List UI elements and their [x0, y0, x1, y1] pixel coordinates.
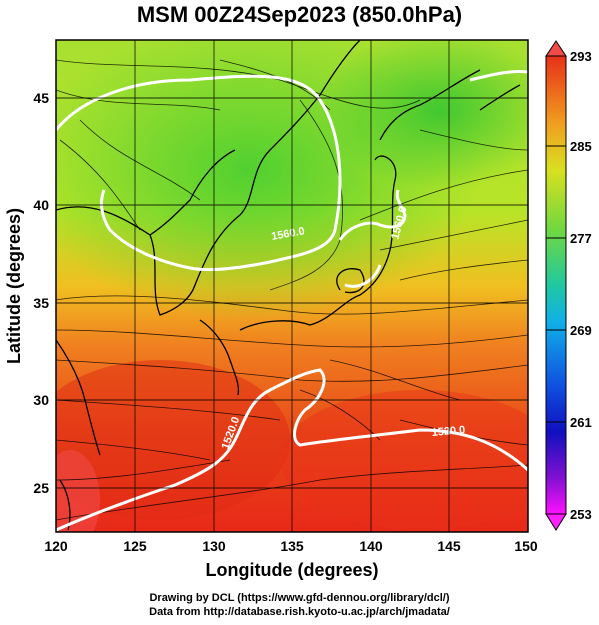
x-tick-label: 120 — [44, 538, 68, 554]
y-axis-label: Latitude (degrees) — [4, 208, 24, 364]
x-tick-label: 150 — [514, 538, 538, 554]
colorbar-bottom-triangle — [545, 513, 567, 531]
x-tick-label: 140 — [359, 538, 383, 554]
map-title: MSM 00Z24Sep2023 (850.0hPa) — [136, 2, 463, 27]
wind-streamlines — [56, 59, 528, 521]
y-tick-labels: 25 30 35 40 45 — [33, 90, 49, 496]
y-tick-label: 30 — [33, 392, 49, 408]
colorbar-tick-label: 277 — [570, 231, 592, 246]
credit-line-data-source: Data from http://database.rish.kyoto-u.a… — [149, 606, 450, 618]
x-tick-label: 125 — [123, 538, 147, 554]
colorbar-tick-label: 253 — [570, 507, 592, 522]
y-tick-label: 45 — [33, 90, 49, 106]
colorbar-tick-label: 293 — [570, 49, 592, 64]
y-tick-label: 40 — [33, 197, 49, 213]
colorbar: 293 285 277 269 261 253 — [545, 40, 592, 531]
colorbar-tick-label: 269 — [570, 323, 592, 338]
height-contours — [56, 70, 528, 532]
x-tick-label: 135 — [280, 538, 304, 554]
colorbar-tick-label: 285 — [570, 139, 592, 154]
contour-label: 1520.0 — [431, 424, 466, 439]
x-tick-label: 145 — [437, 538, 461, 554]
gridlines — [56, 40, 528, 532]
x-tick-label: 130 — [202, 538, 226, 554]
credit-line-dcl: Drawing by DCL (https://www.gfd-dennou.o… — [149, 592, 450, 604]
contour-labels: 1560.0 1560.0 1520.0 1520.0 — [220, 205, 466, 451]
y-tick-label: 35 — [33, 295, 49, 311]
colorbar-tick-label: 261 — [570, 415, 592, 430]
temperature-shading — [56, 40, 528, 532]
colorbar-gradient — [545, 55, 567, 515]
x-axis-label: Longitude (degrees) — [205, 560, 378, 580]
y-tick-label: 25 — [33, 480, 49, 496]
contour-label: 1560.0 — [270, 225, 305, 243]
colorbar-top-triangle — [545, 40, 567, 57]
x-tick-labels: 120 125 130 135 140 145 150 — [44, 538, 538, 554]
plot-frame — [55, 39, 529, 533]
